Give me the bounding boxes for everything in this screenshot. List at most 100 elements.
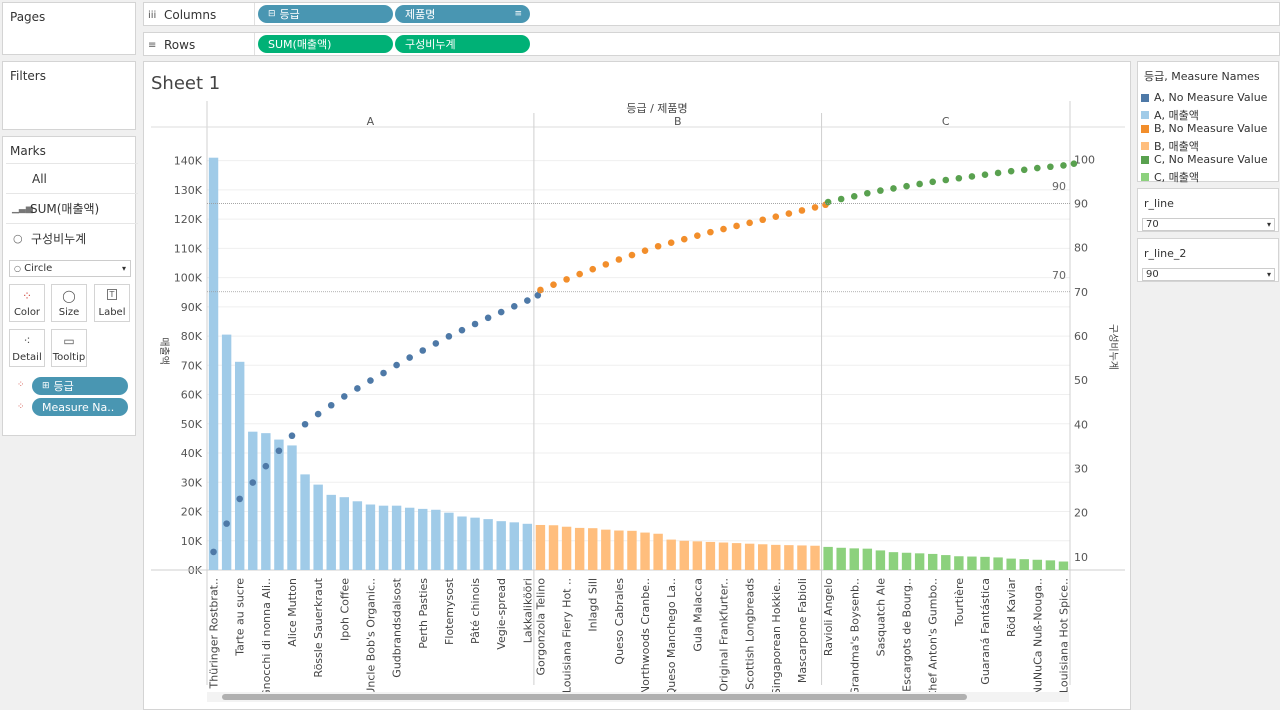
legend-item[interactable]: B, No Measure Value (1141, 122, 1267, 135)
expand-icon-2: ⊟ (268, 9, 276, 19)
cumulative-dot (576, 270, 583, 278)
sales-bar (431, 509, 441, 570)
product-label: Scottish Longbreads (744, 578, 757, 690)
y2-tick-label: 50 (1074, 374, 1088, 387)
cumulative-dot (249, 479, 257, 486)
sales-bar (744, 543, 755, 570)
cumulative-dot (484, 314, 492, 322)
sales-bar (221, 334, 232, 570)
y-tick-label: 100K (174, 272, 203, 285)
color-pill-icon-2: ⁘ (17, 402, 25, 412)
cumulative-dot (210, 548, 217, 556)
product-label: Rössle Sauerkraut (312, 577, 325, 677)
cumulative-dot (406, 354, 413, 361)
sales-bar (692, 541, 703, 570)
y2-tick-label: 10 (1074, 551, 1088, 564)
y-tick-label: 130K (174, 184, 203, 197)
columns-shelf[interactable]: iii Columns ⊟ 등급 제품명 ≡ (143, 2, 1280, 26)
y2-tick-label: 40 (1074, 418, 1088, 431)
columns-label: Columns (164, 8, 217, 22)
legend-item[interactable]: C, 매출액 (1141, 169, 1199, 185)
y2-tick-label: 30 (1074, 462, 1088, 475)
rows-icon: ≡ (148, 39, 157, 51)
param-r-line-2-select[interactable]: 90 ▾ (1142, 268, 1275, 281)
cumulative-dot (419, 347, 427, 354)
sort-icon: ≡ (514, 9, 522, 19)
group-header-label: C (942, 115, 950, 128)
legend-swatch (1141, 93, 1149, 102)
detail-button[interactable]: ⁖ Detail (9, 329, 45, 367)
horizontal-scrollbar[interactable] (207, 692, 1069, 702)
sales-bar (208, 157, 219, 571)
row-pill-sales[interactable]: SUM(매출액) (258, 35, 393, 53)
cumulative-dot (445, 333, 453, 340)
row-pill-cumulative[interactable]: 구성비누계 (395, 35, 530, 53)
product-label: Queso Manchego La.. (665, 578, 678, 696)
mark-pill-measure-names[interactable]: Measure Na.. (32, 398, 128, 416)
tooltip-button[interactable]: ▭ Tooltip (51, 329, 87, 367)
legend-swatch (1141, 141, 1149, 150)
cumulative-dot (537, 286, 544, 294)
sales-bar (993, 557, 1003, 570)
product-label: Flotemysost (443, 577, 456, 645)
filters-panel[interactable]: Filters (2, 61, 136, 130)
cumulative-dot (1070, 160, 1078, 167)
cumulative-dot (393, 361, 400, 369)
marks-all-tab[interactable]: All (6, 163, 138, 193)
tooltip-button-label: Tooltip (52, 352, 86, 363)
marks-cumulative-tab[interactable]: ○ 구성비누계 (6, 223, 138, 253)
rows-label: Rows (164, 38, 196, 52)
shelf-divider-2 (254, 33, 255, 55)
product-label: Ipoh Coffee (338, 578, 351, 641)
cumulative-dot (380, 369, 387, 377)
product-label: Tarte au sucre (234, 578, 247, 657)
columns-icon: iii (148, 9, 157, 21)
chevron-down-icon: ▾ (121, 264, 126, 273)
cumulative-dot (275, 447, 283, 455)
scrollbar-thumb[interactable] (222, 694, 967, 700)
param-r-line-select[interactable]: 70 ▾ (1142, 218, 1275, 231)
product-label: Alice Mutton (286, 578, 299, 647)
cumulative-dot (785, 210, 793, 217)
expand-icon: ⊞ (42, 381, 50, 391)
product-label: Singaporean Hokkie.. (770, 578, 783, 695)
sales-bar (601, 529, 611, 570)
sales-bar (875, 550, 886, 570)
label-button[interactable]: T Label (94, 284, 130, 322)
legend-panel[interactable] (1137, 61, 1279, 182)
param-r-line-2[interactable]: r_line_2 90 ▾ (1137, 238, 1279, 282)
param-r-line[interactable]: r_line 70 ▾ (1137, 188, 1279, 232)
label-button-label: Label (98, 307, 126, 318)
product-label: Louisiana Hot Spice.. (1057, 578, 1070, 693)
column-pill-grade[interactable]: ⊟ 등급 (258, 5, 393, 23)
cumulative-dot (524, 297, 531, 304)
rows-shelf[interactable]: ≡ Rows SUM(매출액) 구성비누계 (143, 32, 1280, 56)
cumulative-dot (510, 303, 518, 310)
sheet-title: Sheet 1 (151, 73, 221, 94)
param-r-line-title: r_line (1144, 197, 1174, 210)
legend-item[interactable]: A, 매출액 (1141, 107, 1199, 123)
color-button[interactable]: ⁘ Color (9, 284, 45, 322)
legend-label: C, 매출액 (1154, 171, 1200, 184)
sales-bar (967, 556, 977, 570)
cumulative-dot (589, 265, 597, 273)
y-tick-label: 60K (181, 389, 203, 402)
legend-item[interactable]: A, No Measure Value (1141, 91, 1267, 104)
rows-shelf-label: ≡ Rows (148, 38, 195, 52)
size-button[interactable]: ◯ Size (51, 284, 87, 322)
product-label: Pâté chinois (469, 578, 482, 644)
mark-pill-grade[interactable]: ⊞ 등급 (32, 377, 128, 395)
cumulative-dot (314, 410, 322, 418)
cumulative-dot (654, 242, 662, 250)
ref-line-90-label: 90 (1052, 180, 1066, 193)
marks-sales-tab[interactable]: ▁▃▅ SUM(매출액) (6, 193, 138, 223)
legend-item[interactable]: C, No Measure Value (1141, 153, 1268, 166)
column-pill-product[interactable]: 제품명 ≡ (395, 5, 530, 23)
mark-type-dropdown[interactable]: ○ Circle ▾ (9, 260, 131, 277)
sales-bar (627, 530, 637, 570)
row-pill-sales-label: SUM(매출액) (268, 38, 332, 51)
sales-bar (784, 545, 794, 570)
legend-item[interactable]: B, 매출액 (1141, 138, 1199, 154)
sales-bar (574, 527, 585, 570)
sales-bar (535, 524, 546, 570)
